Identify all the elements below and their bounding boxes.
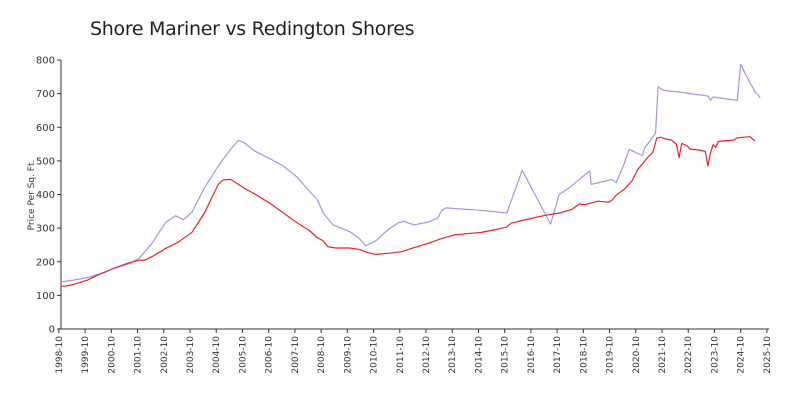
x-tick-label: 2008-10 xyxy=(317,336,327,374)
y-tick-label: 700 xyxy=(36,89,55,100)
x-tick-label: 2005-10 xyxy=(238,336,248,374)
x-tick-label: 2002-10 xyxy=(160,336,170,374)
x-tick-label: 2003-10 xyxy=(186,336,196,374)
x-tick-label: 2023-10 xyxy=(710,336,720,374)
x-tick-label: 2020-10 xyxy=(632,336,642,374)
x-tick-label: 1999-10 xyxy=(81,336,91,374)
x-tick-label: 2009-10 xyxy=(343,336,353,374)
y-tick-label: 600 xyxy=(36,123,55,134)
y-tick-label: 400 xyxy=(36,190,55,201)
x-tick-label: 2013-10 xyxy=(448,336,458,374)
x-tick-label: 2001-10 xyxy=(134,336,144,374)
x-tick-label: 2024-10 xyxy=(737,336,747,374)
x-tick-label: 2022-10 xyxy=(684,336,694,374)
series-line-1 xyxy=(60,63,761,283)
x-tick-label: 2007-10 xyxy=(291,336,301,374)
chart-axes xyxy=(60,60,769,330)
y-tick-label: 200 xyxy=(36,257,55,268)
x-tick-label: 2006-10 xyxy=(265,336,275,374)
x-tick-label: 2017-10 xyxy=(553,336,563,374)
y-tick-label: 0 xyxy=(49,325,55,336)
x-tick-label: 2018-10 xyxy=(579,336,589,374)
chart-series xyxy=(60,63,761,287)
x-tick-label: 2015-10 xyxy=(501,336,511,374)
x-tick-label: 1998-10 xyxy=(55,336,65,374)
y-tick-label: 100 xyxy=(36,291,55,302)
x-tick-label: 2021-10 xyxy=(658,336,668,374)
x-tick-label: 2000-10 xyxy=(107,336,117,374)
y-axis-label: Price Per Sq. Ft. xyxy=(27,160,37,231)
y-tick-label: 300 xyxy=(36,224,55,235)
x-tick-label: 2014-10 xyxy=(474,336,484,374)
y-axis-ticks: 0 100 200 300 400 500 600 700 800 xyxy=(36,56,61,336)
x-axis-ticks: 1998-10 1999-10 2000-10 2001-10 2002-10 2003-… xyxy=(55,329,773,374)
x-tick-label: 2025-10 xyxy=(763,336,773,374)
x-tick-label: 2010-10 xyxy=(370,336,380,374)
y-tick-label: 800 xyxy=(36,56,55,67)
x-tick-label: 2011-10 xyxy=(396,336,406,374)
y-tick-label: 500 xyxy=(36,156,55,167)
x-tick-label: 2004-10 xyxy=(212,336,222,374)
x-tick-label: 2012-10 xyxy=(422,336,432,374)
x-tick-label: 2019-10 xyxy=(606,336,616,374)
x-tick-label: 2016-10 xyxy=(527,336,537,374)
series-line-2 xyxy=(60,136,756,287)
chart-title: Shore Mariner vs Redington Shores xyxy=(90,18,415,40)
